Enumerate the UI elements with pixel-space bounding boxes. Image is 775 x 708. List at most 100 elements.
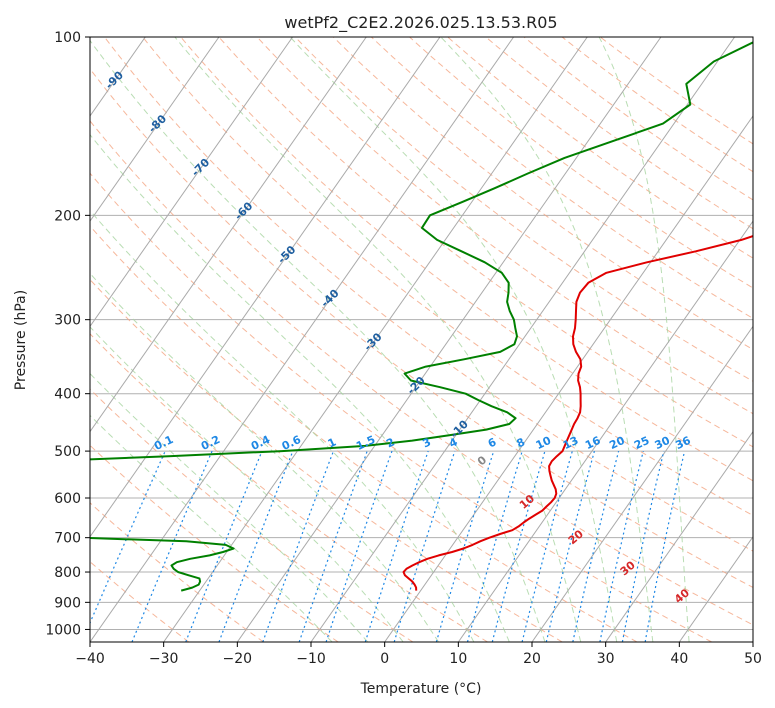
x-tick-label: 30 — [597, 651, 615, 667]
y-tick-label: 800 — [54, 565, 81, 581]
dry-adiabat-line — [90, 68, 753, 589]
mixing-ratio-line — [262, 450, 335, 642]
temperature-line — [402, 235, 753, 591]
mixing-ratio-label: 0.1 — [152, 433, 175, 453]
mixing-ratio-line — [545, 450, 595, 642]
dry-adiabat-line — [90, 278, 563, 642]
mixing-ratio-line — [364, 450, 429, 642]
mixing-ratio-label: 13 — [561, 434, 580, 452]
mixing-ratio-line — [599, 450, 644, 642]
dry-adiabat-line — [90, 172, 712, 642]
dry-adiabat-line — [332, 37, 753, 351]
moist-adiabat-label: 40 — [672, 586, 692, 606]
dry-adiabat-line — [409, 37, 753, 289]
dry-adiabat-line — [447, 37, 753, 259]
dry-adiabat-line — [523, 37, 753, 201]
sounding-lines — [90, 41, 753, 592]
mixing-ratio-line — [466, 450, 523, 642]
axes: −40 −30 −20 −10 0 10 20 30 40 5010020030040050060… — [45, 30, 762, 667]
mixing-ratio-label: 16 — [583, 434, 603, 452]
mixing-ratio-label: 25 — [632, 434, 651, 452]
isotherm-line — [90, 37, 220, 223]
moist-adiabat-line — [90, 414, 333, 642]
y-tick-label: 400 — [54, 387, 81, 403]
mixing-ratio-line — [491, 450, 546, 642]
dewpoint-line — [90, 41, 753, 592]
y-tick-label: 100 — [54, 30, 81, 46]
x-tick-label: −40 — [75, 651, 105, 667]
mixing-ratio-line — [521, 450, 573, 642]
moist-adiabat-line — [90, 326, 404, 642]
moist-adiabat-line — [174, 37, 582, 642]
moist-adiabat-line — [90, 272, 439, 642]
isotherm-line — [310, 37, 736, 642]
isotherm-line — [605, 430, 753, 642]
mixing-ratio-label: 20 — [607, 434, 627, 452]
isotherm-line — [90, 37, 367, 433]
y-axis-title: Pressure (hPa) — [13, 290, 29, 390]
plot-frame — [89, 36, 754, 643]
isotherm-line — [90, 37, 441, 538]
isotherm-line — [384, 115, 753, 642]
mixing-ratio-label: 36 — [673, 434, 693, 452]
dry-adiabat-line — [90, 444, 339, 642]
moist-adiabat-line — [90, 133, 510, 642]
dry-adiabat-line — [90, 120, 753, 626]
isotherm-line — [531, 325, 753, 642]
dry-adiabat-line — [104, 37, 753, 552]
y-tick-label: 900 — [54, 595, 81, 611]
isotherm-label: -70 — [189, 156, 212, 179]
mixing-ratio-label: 10 — [534, 434, 554, 452]
isotherm-line — [752, 641, 753, 642]
moist-adiabat-line — [598, 37, 690, 642]
dry-adiabat-line — [561, 37, 753, 173]
moist-adiabat-line — [90, 372, 369, 642]
mixing-ratio-label: 1.5 — [354, 433, 377, 453]
mixing-ratio-line — [393, 450, 456, 642]
x-tick-label: −30 — [149, 651, 179, 667]
x-tick-label: 20 — [523, 651, 541, 667]
moist-adiabat-label: 0 — [475, 453, 489, 468]
mixing-ratio-line — [131, 450, 213, 642]
moist-adiabat-line — [440, 37, 654, 642]
isotherm-label: -90 — [103, 68, 126, 91]
mixing-ratio-label: 6 — [486, 435, 499, 450]
isotherm-label: -40 — [318, 287, 341, 310]
isotherm-line — [90, 37, 294, 328]
isotherm-line — [163, 37, 588, 642]
x-tick-label: −20 — [223, 651, 253, 667]
isotherm-label: -60 — [232, 199, 255, 222]
dry-adiabat-line — [90, 225, 638, 642]
mixing-ratio-label: 30 — [653, 434, 673, 452]
dry-adiabat-line — [90, 502, 264, 642]
dry-adiabat-line — [599, 37, 753, 145]
isopleth-labels: 0.1 0.2 0.4 0.6 1 1.5 2 3 4 6 8 10 13 16 20 25 30 36-90-8… — [103, 68, 693, 606]
moist-adiabat-line — [90, 209, 475, 642]
mixing-ratio-line — [185, 450, 263, 642]
dry-adiabat-line — [90, 388, 414, 642]
dry-adiabat-line — [142, 37, 753, 517]
isotherm-line — [236, 37, 662, 642]
isotherm-label: -30 — [361, 330, 384, 353]
dry-adiabat-line — [256, 37, 753, 415]
y-tick-label: 200 — [54, 208, 81, 224]
x-tick-label: 50 — [744, 651, 762, 667]
mixing-ratio-line — [90, 450, 166, 625]
isotherm-line — [678, 535, 753, 642]
mixing-ratio-line — [325, 450, 393, 642]
dry-adiabat-line — [294, 37, 753, 382]
mixing-ratio-label: 0.2 — [199, 433, 222, 453]
mixing-ratio-label: 0.4 — [249, 433, 272, 453]
moist-adiabat-label: 10 — [517, 492, 537, 512]
x-axis-title: Temperature (°C) — [360, 681, 482, 697]
mixing-ratio-line — [298, 450, 368, 642]
y-tick-label: 600 — [54, 491, 81, 507]
mixing-ratio-label: 8 — [515, 435, 527, 450]
moist-adiabat-line — [289, 37, 618, 642]
background-lines — [90, 37, 753, 642]
mixing-ratio-line — [572, 450, 620, 642]
isotherm-line — [457, 220, 753, 642]
moist-adiabat-line — [90, 39, 546, 642]
